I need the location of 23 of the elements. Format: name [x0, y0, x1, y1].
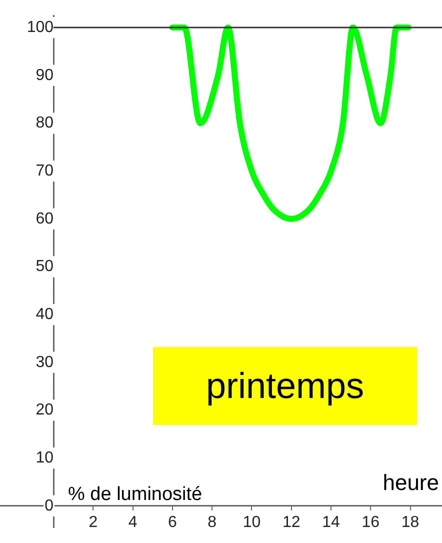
y-tick-label: 30: [36, 354, 54, 371]
y-axis-title: % de luminosité: [68, 484, 202, 506]
y-tick-label: 0: [44, 497, 54, 514]
x-tick-label: 16: [362, 514, 380, 531]
y-tick-label: 90: [36, 66, 54, 84]
y-tick-label: 60: [36, 210, 54, 228]
x-tick-label: 4: [128, 514, 138, 531]
y-tick-label: 80: [36, 114, 54, 132]
x-tick-label: 2: [88, 514, 98, 531]
y-tick-label: 40: [36, 306, 54, 323]
y-tick-label: 10: [36, 449, 54, 466]
x-tick-label: 10: [242, 514, 261, 531]
annotation: printemps: [153, 347, 417, 425]
y-tick-label: 20: [36, 402, 54, 419]
x-axis-title: heure: [382, 470, 439, 496]
x-tick-label: 14: [322, 514, 340, 531]
x-tick-label: 18: [401, 514, 420, 531]
y-tick-label: 70: [36, 162, 54, 180]
x-tick-label: 8: [208, 514, 217, 531]
x-tick-label: 6: [168, 514, 177, 531]
y-tick-label: 50: [36, 258, 54, 276]
x-tick-label: 12: [282, 514, 300, 531]
y-tick-label: 100: [26, 18, 54, 36]
